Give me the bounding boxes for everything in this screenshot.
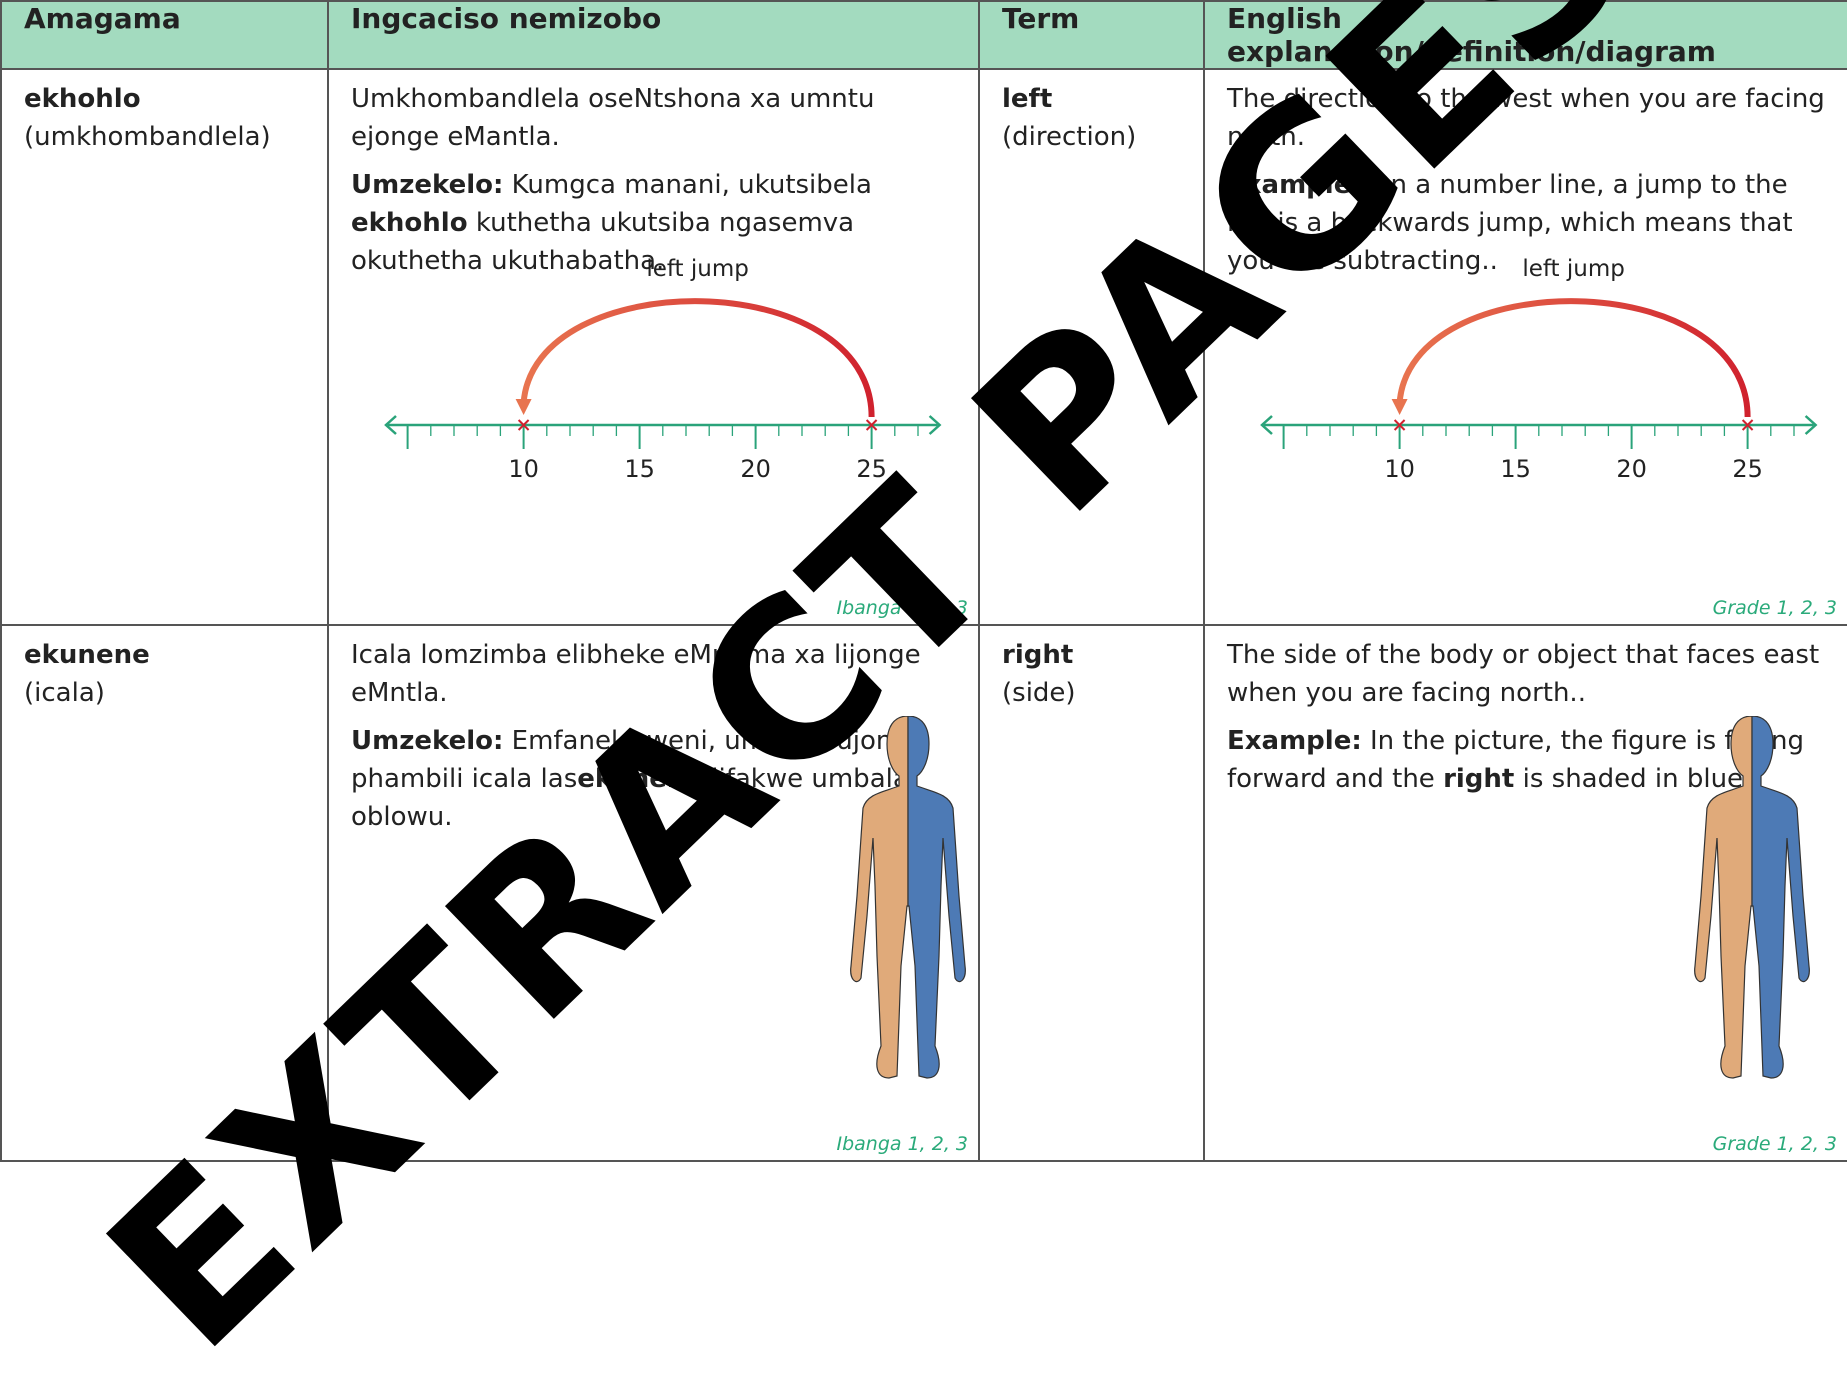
term-cell: ekunene (icala) (0, 624, 329, 1162)
term: ekunene (24, 640, 150, 670)
definition-cell: Umkhombandlela oseNtshona xa umntu ejong… (327, 68, 980, 626)
term: ekhohlo (24, 84, 141, 114)
bold-text: Example: (1227, 726, 1362, 756)
jump-label: left jump (1522, 256, 1625, 282)
bold-text: Umzekelo: (351, 170, 504, 200)
axis-arrow (928, 415, 942, 435)
definition-cell: The direction to the west when you are f… (1203, 68, 1847, 626)
paragraph: Umzekelo: Kumgca manani, ukutsibela ekho… (351, 166, 956, 280)
tick-label: 10 (1384, 455, 1415, 483)
tick-label: 25 (1732, 455, 1763, 483)
tick-label: 10 (508, 455, 539, 483)
paragraph: The direction to the west when you are f… (1227, 80, 1825, 156)
paragraph: Umzekelo: Emfanekisweni, umzobo ujonge p… (351, 722, 956, 836)
jump-arc (520, 298, 875, 418)
tick-label: 20 (1616, 455, 1647, 483)
paragraph: Icala lomzimba elibheke eMpuma xa lijong… (351, 636, 956, 712)
grade: Grade 1, 2, 3 (1712, 1133, 1837, 1155)
term: right (1002, 640, 1074, 670)
glossary-table: Amagama Ingcaciso nemizobo Term English … (0, 0, 1847, 1162)
jump-arc (1396, 298, 1751, 418)
grade: Ibanga 1, 2, 3 (836, 1133, 968, 1155)
tick-label: 15 (624, 455, 655, 483)
term-note: (icala) (24, 678, 105, 708)
term: left (1002, 84, 1053, 114)
grade: Ibanga 1, 2, 3 (836, 597, 968, 619)
jump-arrowhead (515, 399, 532, 415)
text: Emfanekisweni, umzobo ujonge phambili ic… (351, 726, 925, 794)
tick-label: 25 (856, 455, 887, 483)
paragraph: Example: On a number line, a jump to the… (1227, 166, 1825, 280)
text: is shaded in blue. (1514, 764, 1752, 794)
header-cell: Amagama (0, 0, 329, 70)
text: The direction to the west when you are f… (1227, 84, 1825, 152)
bold-text: ekunene (577, 764, 703, 794)
jump-mark (517, 419, 530, 431)
paragraph: The side of the body or object that face… (1227, 636, 1825, 712)
cell-content: The side of the body or object that face… (1227, 636, 1837, 1160)
text: On a number line, a jump to the left is … (1227, 170, 1793, 276)
paragraph: Umkhombandlela oseNtshona xa umntu ejong… (351, 80, 956, 156)
row: ekunene (icala) Icala lomzimba elibheke e… (0, 624, 1847, 1162)
bold-text: ekhohlo (351, 208, 468, 238)
grade: Grade 1, 2, 3 (1712, 597, 1837, 619)
term-cell: left (direction) (978, 68, 1205, 626)
jump-mark (865, 419, 878, 431)
tick-label: 15 (1500, 455, 1531, 483)
bold-text: right (1443, 764, 1515, 794)
body-figure (1694, 716, 1810, 1079)
definition-cell: The side of the body or object that face… (1203, 624, 1847, 1162)
axis-arrow (1804, 415, 1818, 435)
number-line: 10 15 20 25 left jump (384, 256, 942, 483)
bold-text: Example: (1227, 170, 1362, 200)
term-cell: right (side) (978, 624, 1205, 1162)
tick-label: 20 (740, 455, 771, 483)
jump-mark (1741, 419, 1754, 431)
jump-arrowhead (1391, 399, 1408, 415)
axis-arrow (384, 415, 397, 435)
definition-cell: Icala lomzimba elibheke eMpuma xa lijong… (327, 624, 980, 1162)
bold-text: Umzekelo: (351, 726, 504, 756)
text: Icala lomzimba elibheke eMpuma xa lijong… (351, 640, 921, 708)
header-row: Amagama Ingcaciso nemizobo Term English … (0, 0, 1847, 70)
text: The side of the body or object that face… (1227, 640, 1820, 708)
header-cell: Ingcaciso nemizobo (327, 0, 980, 70)
term-note: (direction) (1002, 122, 1137, 152)
text: lifakwe umbala oblowu. (351, 764, 909, 832)
axis-arrow (1260, 415, 1273, 435)
row: ekhohlo (umkhombandlela) Umkhombandlela o… (0, 68, 1847, 626)
jump-mark (1393, 419, 1406, 431)
text: Kumgca manani, ukutsibela (503, 170, 872, 200)
term-note: (umkhombandlela) (24, 122, 271, 152)
term-note: (side) (1002, 678, 1076, 708)
cell-content: Icala lomzimba elibheke eMpuma xa lijong… (351, 636, 968, 1160)
text: kuthetha ukutsiba ngasemva okuthetha uku… (351, 208, 855, 276)
cell-content: Umkhombandlela oseNtshona xa umntu ejong… (351, 80, 968, 624)
header-cell: English explanation/definition/diagram (1203, 0, 1847, 70)
header-cell: Term (978, 0, 1205, 70)
term-cell: ekhohlo (umkhombandlela) (0, 68, 329, 626)
jump-label: left jump (646, 256, 749, 282)
number-line: 10 15 20 25 left jump (1260, 256, 1818, 483)
text: Umkhombandlela oseNtshona xa umntu ejong… (351, 84, 875, 152)
cell-content: The direction to the west when you are f… (1227, 80, 1837, 624)
